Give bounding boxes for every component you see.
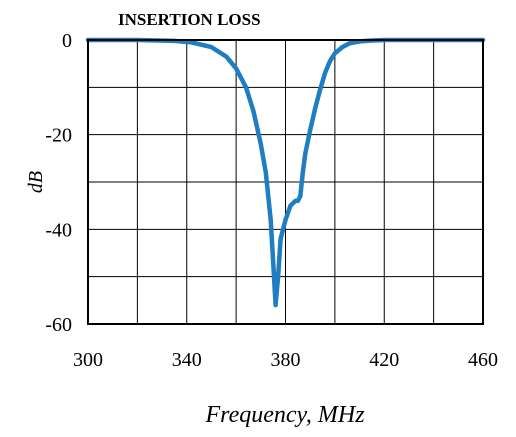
series-line [85,37,486,308]
x-tick-label: 460 [468,349,498,371]
y-tick-label: 0 [62,30,72,52]
x-tick-label: 420 [369,349,399,371]
y-tick-labels: 0 -20 -40 -60 [45,30,72,336]
chart-title: INSERTION LOSS [118,10,261,29]
grid [87,39,484,325]
x-tick-label: 300 [73,349,103,371]
x-tick-label: 340 [172,349,202,371]
series-layer [85,37,486,308]
plot-frame [87,39,484,325]
y-axis-label: dB [25,171,47,193]
x-tick-label: 380 [271,349,301,371]
x-tick-labels: 300 340 380 420 460 [73,349,498,371]
x-axis-label: Frequency, MHz [204,402,365,428]
y-tick-label: -40 [45,219,72,241]
y-tick-label: -60 [45,314,72,336]
y-tick-label: -20 [45,125,72,147]
